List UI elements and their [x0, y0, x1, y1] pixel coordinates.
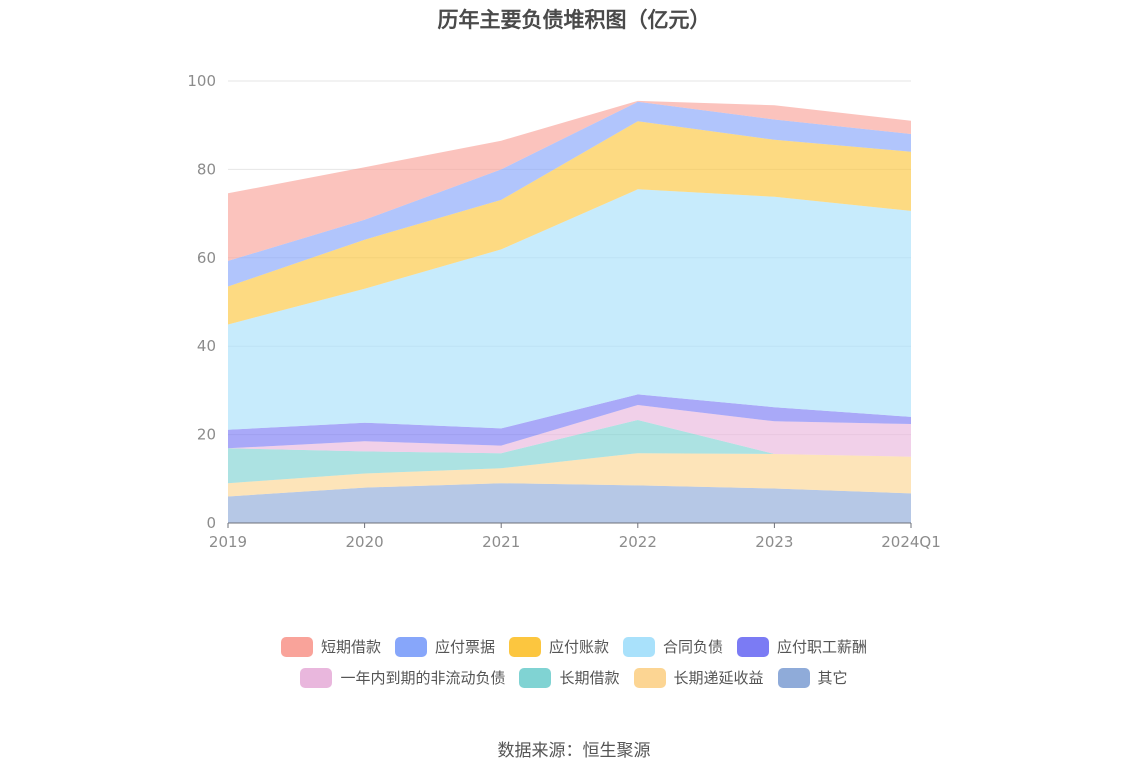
area-短期借款: [228, 100, 911, 261]
data-source: 数据来源：恒生聚源: [497, 741, 651, 761]
legend-label: 合同负债: [663, 638, 724, 656]
area-应付职工薪酬: [228, 394, 911, 449]
y-tick-label: 40: [197, 337, 216, 355]
legend-swatch: [300, 667, 333, 688]
area-应付账款: [228, 121, 911, 325]
y-tick-label: 100: [187, 72, 216, 90]
area-长期递延收益: [228, 453, 911, 497]
area-应付票据: [228, 101, 911, 287]
chart-title: 历年主要负债堆积图（亿元）: [437, 8, 711, 32]
y-tick-label: 60: [197, 249, 216, 267]
legend-item[interactable]: 其它: [777, 667, 848, 688]
y-tick-label: 80: [197, 160, 216, 178]
legend-swatch: [280, 636, 313, 657]
area-其它: [228, 483, 911, 523]
x-tick-label: 2021: [482, 533, 520, 551]
area-series: [228, 100, 911, 523]
legend-label: 长期递延收益: [673, 669, 764, 687]
legend-swatch: [777, 667, 810, 688]
legend-row: 一年内到期的非流动负债 长期借款 长期递延收益 其它: [0, 667, 1148, 688]
x-tick-label: 2020: [346, 533, 384, 551]
legend-label: 其它: [817, 669, 848, 687]
x-tick-label: 2024Q1: [881, 533, 941, 551]
legend-label: 长期借款: [559, 669, 620, 687]
x-tick-label: 2019: [209, 533, 247, 551]
legend-item[interactable]: 短期借款: [280, 636, 381, 657]
area-一年内到期的非流动负债: [228, 405, 911, 457]
y-tick-label: 0: [206, 514, 216, 532]
legend-item[interactable]: 长期借款: [519, 667, 620, 688]
legend: 短期借款 应付票据 应付账款 合同负债 应付职工薪酬一年内到期的非流动负债 长期借款 长期递…: [0, 636, 1148, 698]
legend-row: 短期借款 应付票据 应付账款 合同负债 应付职工薪酬: [0, 636, 1148, 657]
legend-item[interactable]: 一年内到期的非流动负债: [300, 667, 505, 688]
legend-swatch: [737, 636, 770, 657]
legend-swatch: [519, 667, 552, 688]
legend-label: 应付票据: [434, 638, 495, 656]
x-tick-label: 2022: [619, 533, 657, 551]
axes: 0 20 40 60 80 100 2019 2020 2021 2022 2023 2024Q1: [187, 72, 940, 551]
legend-swatch: [623, 636, 655, 657]
legend-item[interactable]: 合同负债: [623, 636, 723, 657]
legend-label: 应付账款: [548, 638, 609, 656]
legend-swatch: [508, 636, 541, 657]
area-合同负债: [228, 189, 911, 430]
legend-label: 一年内到期的非流动负债: [340, 669, 506, 687]
area-长期借款: [228, 420, 911, 484]
legend-label: 应付职工薪酬: [777, 638, 868, 656]
stacked-area-chart: 0 20 40 60 80 100 2019 2020 2021 2022 2023 2024Q1: [187, 72, 940, 551]
legend-item[interactable]: 应付账款: [508, 636, 609, 657]
legend-item[interactable]: 应付职工薪酬: [737, 636, 867, 657]
legend-item[interactable]: 应付票据: [394, 636, 495, 657]
legend-swatch: [633, 667, 666, 688]
y-tick-label: 20: [197, 426, 216, 444]
legend-label: 短期借款: [320, 638, 381, 656]
legend-swatch: [394, 636, 427, 657]
legend-item[interactable]: 长期递延收益: [633, 667, 764, 688]
x-tick-label: 2023: [755, 533, 793, 551]
